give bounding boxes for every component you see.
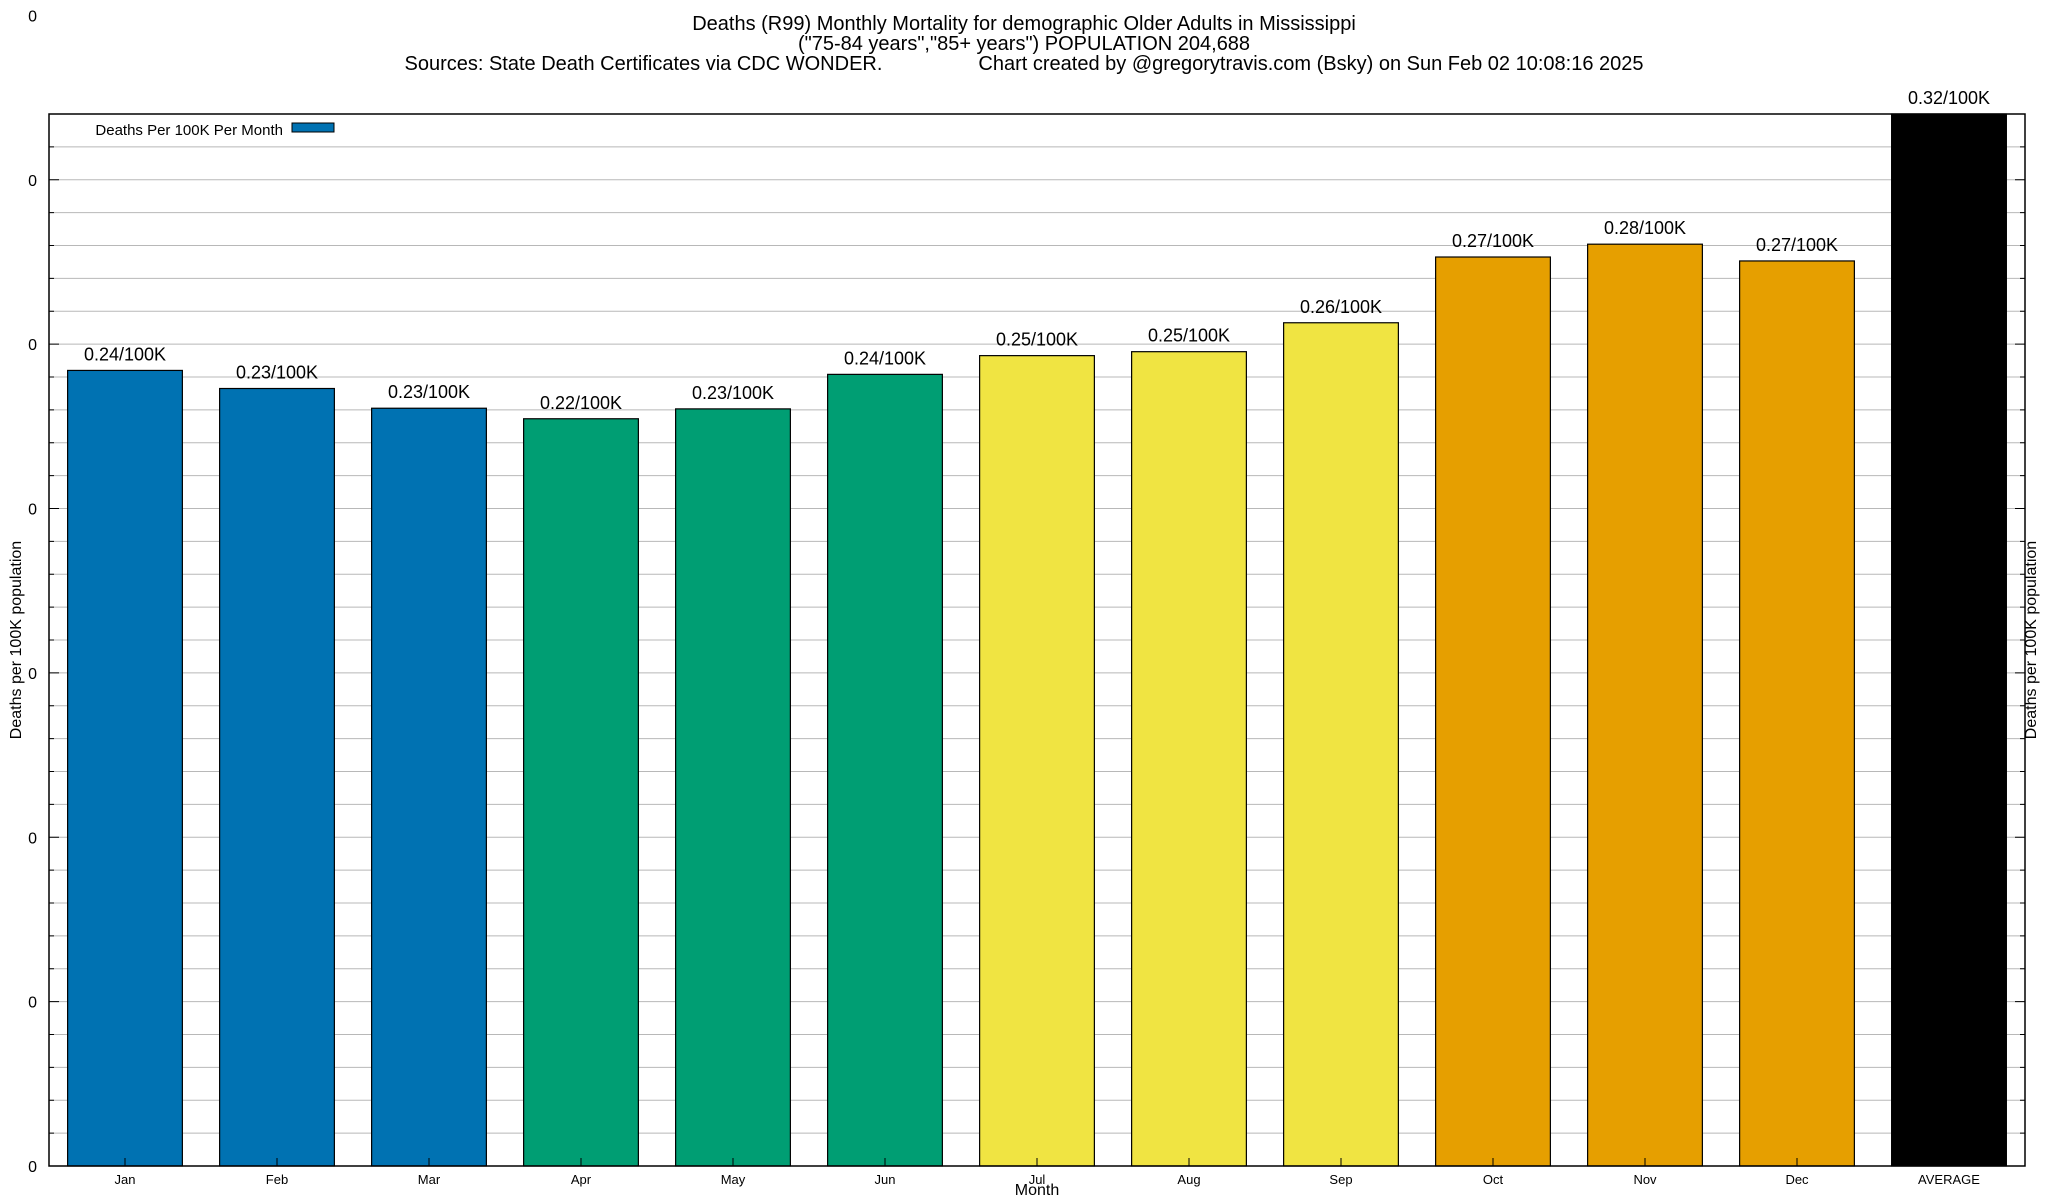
- data-labels: 0.24/100K 0.23/100K 0.23/100K 0.22/100K 0.23…: [84, 88, 1990, 413]
- bar-average: [1891, 113, 2007, 1167]
- y-tick-label: 0: [28, 666, 37, 683]
- chart-sources: Sources: State Death Certificates via CD…: [404, 53, 883, 75]
- ticks: 0 0 0 0 0 0 0 0 Jan Feb Mar Apr May Jun Jul Aug Sep Oct No…: [28, 8, 2025, 1187]
- bar-apr: [523, 418, 639, 1167]
- chart-title-block: Deaths (R99) Monthly Mortality for demog…: [0, 14, 2048, 74]
- data-label: 0.22/100K: [540, 393, 622, 413]
- legend: Deaths Per 100K Per Month: [95, 122, 335, 139]
- x-tick-label: Feb: [266, 1172, 288, 1187]
- x-tick-label: Dec: [1785, 1172, 1809, 1187]
- data-label: 0.23/100K: [236, 363, 318, 383]
- x-tick-label: Jul: [1029, 1172, 1046, 1187]
- bar-jul: [979, 355, 1095, 1167]
- data-label: 0.27/100K: [1452, 231, 1534, 251]
- y-tick-label: 0: [28, 830, 37, 847]
- y2-axis-label: Deaths per 100K population: [2023, 541, 2040, 739]
- data-label: 0.24/100K: [844, 348, 926, 368]
- bar-dec: [1739, 260, 1855, 1167]
- bar-feb: [219, 387, 335, 1167]
- bar-jun: [827, 373, 943, 1167]
- data-label: 0.25/100K: [1148, 326, 1230, 346]
- data-label: 0.28/100K: [1604, 218, 1686, 238]
- x-tick-label: May: [721, 1172, 746, 1187]
- bar-aug: [1131, 351, 1247, 1167]
- bar-may: [675, 408, 791, 1167]
- data-label: 0.25/100K: [996, 330, 1078, 350]
- y-tick-label: 0: [28, 502, 37, 519]
- bar-jan: [67, 369, 183, 1167]
- chart-title: Deaths (R99) Monthly Mortality for demog…: [692, 13, 1356, 35]
- x-tick-label: Nov: [1633, 1172, 1657, 1187]
- chart-sources-line: Sources: State Death Certificates via CD…: [0, 54, 2048, 74]
- x-tick-label: AVERAGE: [1918, 1172, 1980, 1187]
- chart-subtitle: ("75-84 years","85+ years") POPULATION 2…: [797, 33, 1251, 55]
- y-tick-label: 0: [28, 337, 37, 354]
- x-tick-label: Aug: [1177, 1172, 1200, 1187]
- bar-sep: [1283, 322, 1399, 1167]
- y-tick-label: 0: [28, 995, 37, 1012]
- x-tick-label: Jun: [875, 1172, 896, 1187]
- bar-nov: [1587, 243, 1703, 1167]
- y-axis-label: Deaths per 100K population: [8, 541, 25, 739]
- x-axis-label: Month: [1015, 1182, 1059, 1199]
- x-tick-label: Sep: [1329, 1172, 1352, 1187]
- bar-oct: [1435, 256, 1551, 1167]
- data-label: 0.27/100K: [1756, 235, 1838, 255]
- y-tick-label: 0: [28, 1159, 37, 1176]
- legend-label: Deaths Per 100K Per Month: [95, 122, 283, 139]
- data-label: 0.26/100K: [1300, 297, 1382, 317]
- chart-credit: Chart created by @gregorytravis.com (Bsk…: [978, 53, 1644, 75]
- x-tick-label: Jan: [115, 1172, 136, 1187]
- data-label: 0.24/100K: [84, 344, 166, 364]
- data-label: 0.32/100K: [1908, 88, 1990, 108]
- bar-mar: [371, 407, 487, 1167]
- y-tick-label: 0: [28, 173, 37, 190]
- legend-swatch: [291, 122, 335, 133]
- data-label: 0.23/100K: [388, 382, 470, 402]
- x-tick-label: Oct: [1483, 1172, 1504, 1187]
- x-tick-label: Mar: [418, 1172, 441, 1187]
- plot-frame: [48, 113, 2026, 1167]
- data-label: 0.23/100K: [692, 383, 774, 403]
- x-tick-label: Apr: [571, 1172, 592, 1187]
- y-tick-label: 0: [28, 8, 37, 25]
